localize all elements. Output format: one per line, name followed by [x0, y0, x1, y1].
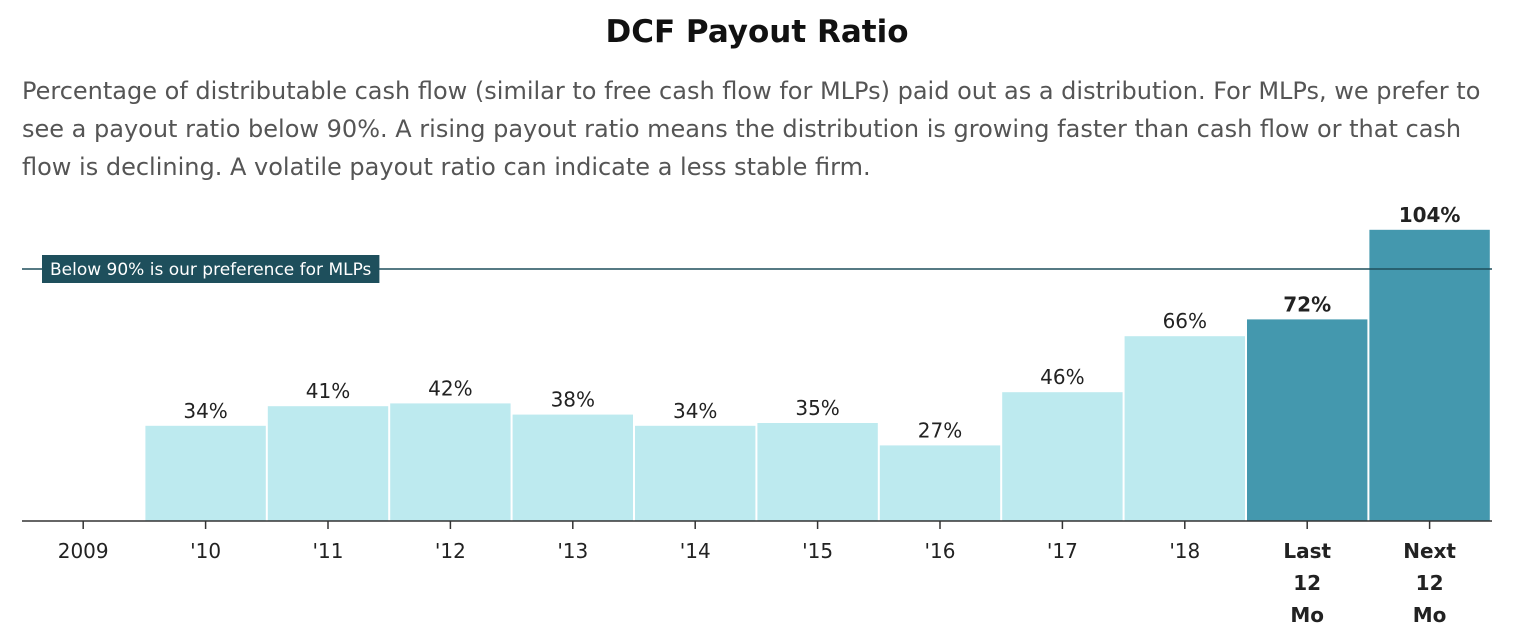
x-tick-label-8: '17 — [1047, 539, 1078, 563]
value-label-10: 72% — [1283, 292, 1331, 316]
bar-7 — [879, 445, 1001, 521]
x-tick-label-11: Next 12 Mo — [1403, 539, 1456, 627]
value-label-8: 46% — [1040, 365, 1084, 389]
value-label-1: 34% — [183, 399, 227, 423]
x-tick-label-3: '12 — [435, 539, 466, 563]
value-label-9: 66% — [1163, 309, 1207, 333]
bar-5 — [635, 425, 756, 521]
x-tick-label-10: Last 12 Mo — [1283, 539, 1331, 627]
bar-11 — [1369, 229, 1490, 522]
bar-2 — [267, 406, 389, 521]
x-tick-label-2: '11 — [313, 539, 344, 563]
chart-subtitle: Percentage of distributable cash flow (s… — [22, 77, 1481, 181]
bar-6 — [757, 423, 878, 521]
x-tick-label-1: '10 — [190, 539, 221, 563]
value-label-5: 34% — [673, 399, 717, 423]
value-labels-group: 34% 41% 42% 38% 34% 35% 27% 46% 66% 72% 104% — [183, 203, 1460, 443]
x-axis-ticks: 2009 '10 '11 '12 '13 '14 '15 '16 '17 '18 Last 12 Mo N… — [58, 521, 1456, 627]
x-tick-label-4: '13 — [557, 539, 588, 563]
bar-10 — [1247, 319, 1368, 521]
reference-label-text: Below 90% is our preference for MLPs — [50, 260, 372, 280]
x-tick-label-0: 2009 — [58, 539, 109, 563]
x-tick-label-7: '16 — [925, 539, 956, 563]
x-tick-label-6: '15 — [802, 539, 833, 563]
value-label-3: 42% — [428, 376, 472, 400]
reference-label: Below 90% is our preference for MLPs — [42, 255, 380, 283]
value-label-2: 41% — [306, 379, 350, 403]
chart-title: DCF Payout Ratio — [605, 14, 909, 50]
bar-1 — [145, 425, 266, 521]
value-label-6: 35% — [795, 396, 839, 420]
value-label-4: 38% — [551, 388, 595, 412]
x-tick-label-9: '18 — [1169, 539, 1200, 563]
x-tick-label-5: '14 — [680, 539, 711, 563]
value-label-11: 104% — [1399, 203, 1461, 227]
bars-group — [145, 229, 1490, 522]
bar-9 — [1124, 336, 1245, 521]
bar-3 — [390, 403, 511, 521]
value-label-7: 27% — [918, 418, 962, 442]
bar-8 — [1002, 392, 1123, 521]
reference-label-background — [42, 255, 380, 283]
bar-4 — [512, 414, 633, 521]
